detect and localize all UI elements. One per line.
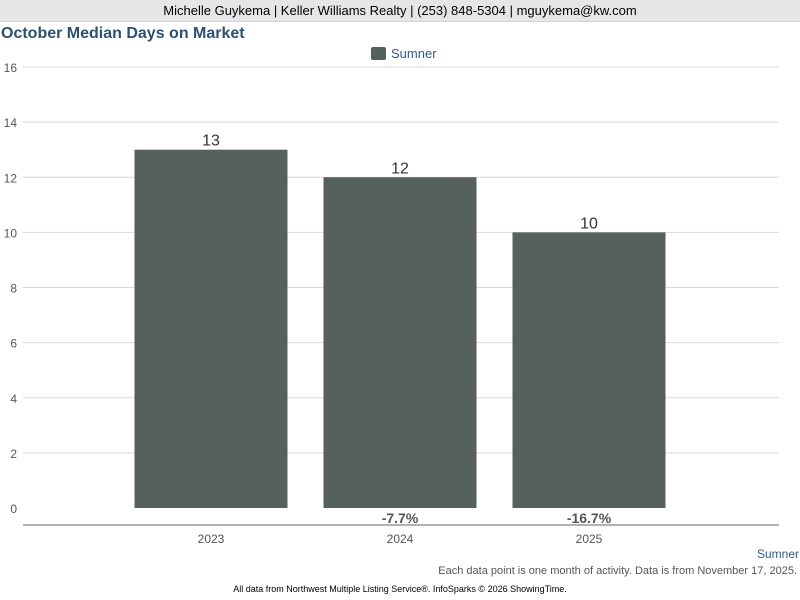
- bar-2023[interactable]: [134, 149, 288, 508]
- bar-2025[interactable]: [512, 232, 666, 508]
- agent-contact-header: Michelle Guykema | Keller Williams Realt…: [0, 0, 800, 22]
- bar-2024[interactable]: [323, 177, 477, 508]
- y-tick-label: 16: [4, 61, 18, 75]
- bar-value-label: 13: [202, 133, 220, 150]
- x-tick-label: 2023: [198, 532, 225, 546]
- legend-label-sumner: Sumner: [391, 45, 437, 61]
- y-tick-label: 6: [10, 337, 17, 351]
- x-tick-label: 2025: [576, 532, 603, 546]
- y-tick-label: 4: [10, 392, 17, 406]
- region-label[interactable]: Sumner: [756, 547, 799, 561]
- copyright-notice: All data from Northwest Multiple Listing…: [233, 584, 567, 594]
- chart-title: October Median Days on Market: [1, 25, 245, 42]
- bar-value-label: 10: [580, 215, 598, 232]
- x-tick-label: 2024: [387, 532, 414, 546]
- y-tick-label: 14: [4, 116, 18, 130]
- percent-change-label: -7.7%: [382, 510, 419, 526]
- legend-swatch-sumner: [371, 46, 386, 60]
- y-tick-label: 8: [10, 282, 17, 296]
- bar-value-label: 12: [391, 160, 409, 177]
- percent-change-label: -16.7%: [567, 510, 612, 526]
- y-tick-label: 2: [10, 447, 17, 461]
- data-footnote: Each data point is one month of activity…: [438, 565, 797, 577]
- y-tick-label: 12: [4, 171, 18, 185]
- y-tick-label: 10: [4, 226, 18, 240]
- y-tick-label: 0: [10, 502, 17, 516]
- chart-legend[interactable]: Sumner: [371, 45, 437, 61]
